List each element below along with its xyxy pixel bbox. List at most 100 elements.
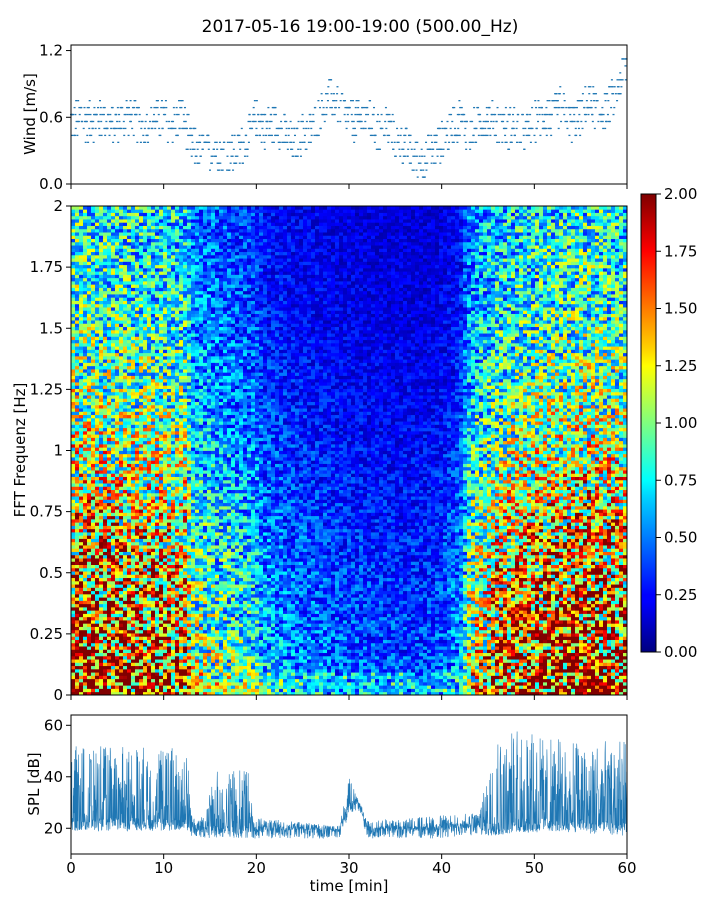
spectrogram-cell xyxy=(75,219,79,223)
wind-point xyxy=(559,93,561,94)
spectrogram-cell xyxy=(83,607,87,611)
spectrogram-cell xyxy=(87,545,91,549)
spectrogram-cell xyxy=(87,483,91,487)
wind-point xyxy=(484,128,486,129)
wind-point xyxy=(310,128,312,129)
wind-point xyxy=(162,128,164,129)
spectrogram-cell xyxy=(91,688,95,692)
spectrogram-cell xyxy=(83,268,87,272)
spectrogram-cell xyxy=(87,415,91,419)
spectrogram-cell xyxy=(91,529,95,533)
spectrogram-cell xyxy=(91,444,95,448)
wind-point xyxy=(213,149,215,150)
spectrogram-cell xyxy=(71,457,75,461)
spectrogram-cell xyxy=(79,627,83,631)
wind-point xyxy=(209,170,211,171)
spectrogram-cell xyxy=(95,336,99,340)
wind-point xyxy=(250,121,252,122)
spectrogram-cell xyxy=(95,216,99,220)
spectrogram-cell xyxy=(95,239,99,243)
wind-point xyxy=(285,121,287,122)
spectrogram-cell xyxy=(75,444,79,448)
wind-point xyxy=(524,149,526,150)
spectrogram-cell xyxy=(79,685,83,689)
spectrogram-cell xyxy=(99,623,103,627)
wind-point xyxy=(288,128,290,129)
wind-point xyxy=(534,100,536,101)
spectrogram-cell xyxy=(71,349,75,353)
wind-point xyxy=(482,128,484,129)
spectrogram-cell xyxy=(91,323,95,327)
wind-point xyxy=(99,135,101,136)
wind-point xyxy=(609,86,611,87)
wind-point xyxy=(194,149,196,150)
spectrogram-cell xyxy=(95,431,99,435)
spectrogram-cell xyxy=(75,340,79,344)
spectrogram-cell xyxy=(79,428,83,432)
wind-point xyxy=(356,100,358,101)
spectrogram-cell xyxy=(79,522,83,526)
wind-point xyxy=(120,128,122,129)
spectrogram-cell xyxy=(71,623,75,627)
spectrogram-cell xyxy=(71,496,75,500)
spectrogram-cell xyxy=(71,545,75,549)
spectrogram-cell xyxy=(95,672,99,676)
spectrogram-cell xyxy=(79,268,83,272)
spectrogram-cell xyxy=(91,630,95,634)
wind-point xyxy=(450,128,452,129)
wind-point xyxy=(269,128,271,129)
spectrogram-cell xyxy=(83,627,87,631)
spectrogram-cell xyxy=(91,627,95,631)
wind-point xyxy=(239,149,241,150)
wind-point xyxy=(101,135,103,136)
wind-point xyxy=(122,128,124,129)
spectrogram-cell xyxy=(91,617,95,621)
spectrogram-cell xyxy=(71,480,75,484)
wind-point xyxy=(160,107,162,108)
wind-point xyxy=(575,135,577,136)
wind-point xyxy=(126,100,128,101)
spectrogram-cell xyxy=(91,623,95,627)
spectrogram-cell xyxy=(87,216,91,220)
spectrogram-cell xyxy=(75,310,79,314)
wind-point xyxy=(302,121,304,122)
spectrogram-cell xyxy=(95,522,99,526)
spectrogram-cell xyxy=(87,600,91,604)
spectrogram-cell xyxy=(95,398,99,402)
spectrogram-cell xyxy=(91,607,95,611)
wind-point xyxy=(475,142,477,143)
spectrogram-cell xyxy=(87,428,91,432)
spectrogram-cell xyxy=(83,604,87,608)
spectrogram-cell xyxy=(75,516,79,520)
spectrogram-cell xyxy=(75,659,79,663)
wind-point xyxy=(261,142,263,143)
wind-point xyxy=(394,142,396,143)
spectrogram-cell xyxy=(99,486,103,490)
spectrogram-cell xyxy=(95,222,99,226)
wind-point xyxy=(188,114,190,115)
spectrogram-cell xyxy=(75,486,79,490)
spectrogram-cell xyxy=(91,258,95,262)
wind-point xyxy=(251,128,253,129)
spectrogram-cell xyxy=(95,620,99,624)
spectrogram-cell xyxy=(79,320,83,324)
wind-point xyxy=(354,128,356,129)
spectrogram-cell xyxy=(71,679,75,683)
spectrogram-cell xyxy=(83,675,87,679)
wind-point xyxy=(300,156,302,157)
spectrogram-cell xyxy=(79,340,83,344)
wind-point xyxy=(148,128,150,129)
wind-point xyxy=(524,128,526,129)
spectrogram-cell xyxy=(95,473,99,477)
spectrogram-cell xyxy=(91,219,95,223)
wind-point xyxy=(619,72,621,73)
wind-point xyxy=(179,128,181,129)
wind-point xyxy=(99,114,101,115)
wind-point xyxy=(606,93,608,94)
spectrogram-cell xyxy=(87,662,91,666)
wind-point xyxy=(144,142,146,143)
wind-point xyxy=(531,128,533,129)
wind-point xyxy=(421,149,423,150)
wind-point xyxy=(400,128,402,129)
spectrogram-cell xyxy=(71,493,75,497)
